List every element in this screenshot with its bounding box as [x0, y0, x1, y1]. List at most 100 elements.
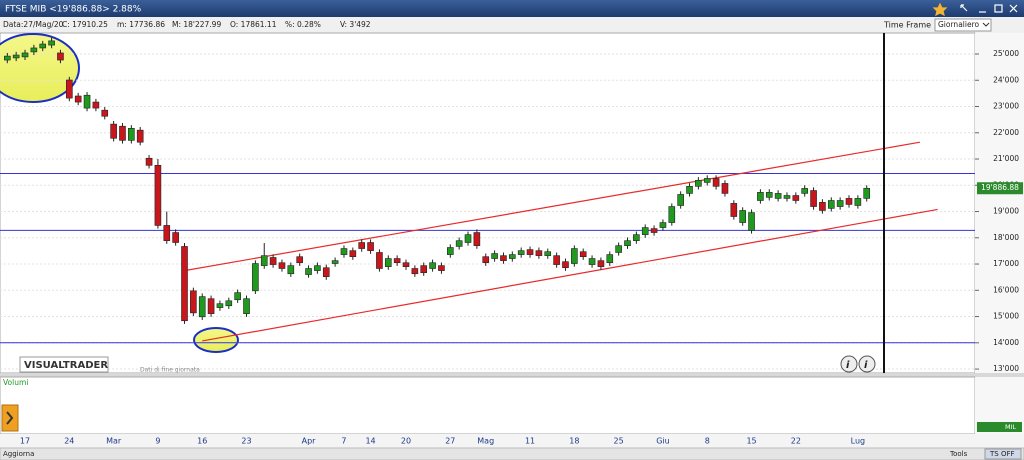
candle-body — [260, 255, 268, 266]
candle-body — [216, 303, 224, 308]
y-tick-label: 17'000 — [993, 259, 1019, 268]
trend-line — [184, 141, 920, 272]
candle-body — [74, 95, 82, 103]
brand-note: Dati di fine giornata — [140, 367, 200, 374]
candle-body — [482, 256, 490, 264]
candle-body — [190, 290, 197, 314]
candle-body — [181, 246, 188, 322]
y-tick-label: 19'000 — [993, 207, 1019, 216]
x-tick-label: 20 — [401, 437, 411, 446]
candle-body — [500, 255, 507, 261]
candle-body — [854, 198, 862, 206]
info-item: M: 18'227.99 — [172, 20, 221, 29]
candle-body — [163, 225, 171, 241]
highlight-ellipse — [0, 33, 80, 103]
candle-body — [615, 245, 622, 253]
candle-body — [39, 43, 47, 49]
y-tick-label: 23'000 — [993, 102, 1019, 111]
candle-body — [367, 242, 374, 251]
candle-body — [438, 265, 445, 271]
window-title: FTSE MIB <19'886.88> 2.88% — [5, 5, 142, 15]
candle-body — [455, 240, 463, 247]
candle-body — [136, 129, 144, 143]
info-item: O: 17861.11 — [230, 20, 277, 29]
candle-body — [198, 296, 206, 318]
candle-body — [517, 250, 525, 255]
candle-body — [526, 249, 534, 255]
x-tick-label: Giu — [656, 437, 670, 446]
candle-body — [446, 247, 454, 255]
candle-body — [252, 263, 259, 292]
candle-body — [393, 258, 401, 264]
candle-body — [57, 52, 64, 61]
volume-last-box — [977, 422, 1022, 432]
candle-body — [686, 186, 693, 194]
y-tick-label: 21'000 — [993, 154, 1019, 163]
brand: VISUALTRADER — [24, 360, 108, 371]
candle-body — [278, 262, 286, 269]
info-item: V: 3'492 — [340, 20, 371, 29]
ts-button[interactable] — [984, 448, 1022, 460]
brand-box — [19, 356, 109, 373]
candle-body — [827, 200, 835, 209]
candle-body — [836, 200, 844, 207]
candle-body — [225, 300, 233, 307]
candle-body — [606, 254, 614, 264]
candle-body — [845, 198, 853, 205]
last-price-box — [977, 182, 1023, 195]
window-controls[interactable] — [932, 2, 1018, 17]
x-tick-label: Mar — [106, 437, 122, 446]
candle-body — [792, 195, 800, 201]
x-tick-label: 7 — [341, 437, 346, 446]
candle-body — [30, 47, 38, 53]
x-tick-label: 24 — [64, 437, 74, 446]
x-tick-label: 14 — [365, 437, 375, 446]
candle-body — [588, 258, 596, 265]
x-tick-label: Lug — [851, 437, 865, 446]
x-tick-label: 27 — [445, 437, 455, 446]
candle-body — [411, 268, 419, 275]
candle-body — [12, 54, 20, 59]
candle-body — [659, 222, 667, 228]
panel-toggle[interactable] — [1, 404, 19, 432]
time-frame-label: Time Frame — [883, 21, 931, 30]
candle-body — [562, 261, 569, 269]
x-tick-label: 18 — [569, 437, 579, 446]
candle-body — [402, 262, 410, 267]
candle-body — [801, 188, 809, 194]
candle-body — [464, 234, 472, 243]
candle-body — [314, 265, 321, 271]
x-tick-label: 9 — [155, 437, 160, 446]
candle-body — [172, 232, 179, 243]
candle-body — [695, 179, 702, 187]
info-buttons[interactable]: i i — [840, 355, 876, 373]
candle-body — [863, 187, 871, 199]
candle-body — [92, 101, 100, 109]
x-tick-label: 16 — [197, 437, 207, 446]
time-frame-select[interactable] — [934, 18, 992, 32]
candle-body — [571, 248, 578, 264]
status-refresh[interactable]: Aggiorna — [3, 450, 34, 458]
candle-body — [819, 202, 826, 211]
candle-body — [509, 254, 516, 259]
tools-button[interactable]: Tools — [949, 450, 968, 458]
info-items: Data:27/Mag/20C: 17910.25 m: 17736.86 M: 1… — [3, 20, 371, 29]
candle-body — [110, 123, 117, 139]
candle-body — [473, 232, 481, 246]
candle-body — [420, 265, 428, 274]
y-tick-label: 15'000 — [993, 312, 1019, 321]
candle-body — [624, 240, 631, 246]
x-tick-label: Mag — [477, 437, 494, 446]
candle-body — [305, 268, 312, 275]
candle-body — [322, 267, 330, 277]
x-tick-label: 22 — [791, 437, 801, 446]
x-tick-label: 17 — [20, 437, 30, 446]
candle-body — [544, 251, 552, 256]
candle-body — [269, 257, 277, 265]
svg-text:i: i — [846, 360, 850, 371]
info-item: Data:27/Mag/20 — [3, 20, 64, 29]
candle-body — [83, 94, 91, 109]
candle-body — [721, 183, 729, 194]
candle-body — [128, 128, 135, 141]
